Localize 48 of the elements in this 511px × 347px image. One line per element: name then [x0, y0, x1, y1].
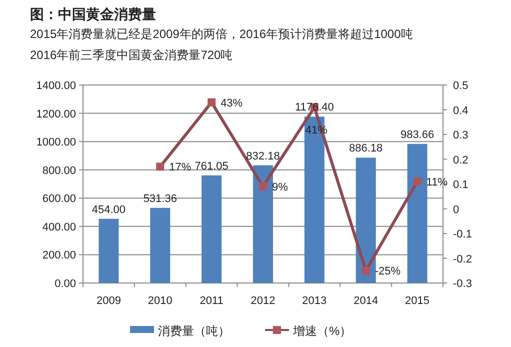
data-label: 886.18: [349, 142, 383, 155]
y2-tick-label: -0.2: [453, 253, 472, 266]
y-tick-label: 1000.00: [36, 136, 76, 149]
data-label: 454.00: [92, 204, 126, 216]
data-label: 17%: [169, 162, 192, 174]
y2-tick-label: 0: [453, 204, 460, 216]
x-tick-label: 2013: [302, 295, 327, 307]
y2-tick-label: 0.4: [453, 104, 468, 117]
x-tick-label: 2010: [148, 295, 172, 307]
data-label: 832.18: [246, 150, 280, 162]
legend-label: 增速（%）: [292, 324, 352, 338]
x-tick-label: 2012: [250, 295, 276, 307]
bar: [98, 218, 119, 283]
bar: [202, 175, 222, 283]
y2-tick-label: -0.3: [453, 278, 472, 290]
y-tick-label: 400.00: [42, 221, 76, 234]
data-label: 11%: [426, 176, 448, 189]
point: [156, 162, 164, 171]
y-tick-label: 200.00: [42, 250, 76, 262]
data-label: 531.36: [143, 192, 177, 205]
x-tick-label: 2014: [354, 295, 378, 307]
y-tick-label: 1400.00: [36, 80, 76, 92]
y2-tick-label: 0.1: [453, 179, 468, 191]
y-tick-label: 0.00: [54, 278, 76, 290]
chart-title: 图：中国黄金消费量: [30, 6, 156, 22]
y2-tick-label: 0.2: [453, 154, 468, 166]
x-tick-label: 2009: [96, 295, 121, 307]
data-label: 761.05: [194, 160, 228, 172]
point: [208, 98, 216, 106]
bar: [253, 165, 273, 283]
y-tick-label: 600.00: [42, 193, 76, 206]
data-label: 43%: [220, 97, 243, 110]
point: [362, 266, 370, 275]
chart-subtitle: 2015年消费量就已经是2009年的两倍，2016年预计消费量将超过1000吨 2016年前三季度中国黄金消费量720吨: [30, 27, 413, 62]
y-tick-label: 1200.00: [36, 108, 76, 120]
data-label: 983.66: [400, 128, 434, 141]
point: [259, 182, 267, 190]
y2-tick-label: 0.3: [453, 130, 468, 142]
legend-label: 消费量（吨）: [158, 324, 230, 338]
bar: [407, 144, 428, 283]
point: [413, 178, 422, 186]
x-tick-label: 2011: [200, 295, 224, 307]
y2-tick-label: 0.5: [453, 80, 468, 92]
y2-tick-label: -0.1: [453, 228, 472, 240]
y-tick-label: 800.00: [42, 164, 76, 177]
bar: [150, 208, 170, 283]
bar: [356, 158, 376, 283]
x-tick-label: 2015: [405, 295, 430, 307]
